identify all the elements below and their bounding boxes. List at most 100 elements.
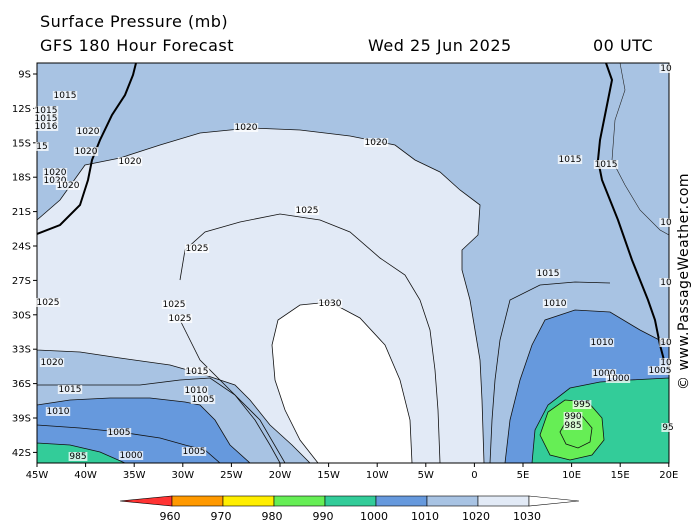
contour-label-bg	[661, 423, 675, 432]
contour-label: 1005	[183, 447, 206, 457]
colorbar-segment	[426, 495, 479, 507]
lon-label: 20W	[269, 470, 292, 481]
colorbar-segment	[273, 495, 326, 507]
contour-label: 1020	[235, 123, 258, 133]
lat-label: 9S	[18, 70, 31, 81]
contour-label-bg	[75, 127, 101, 136]
lat-label: 33S	[12, 345, 31, 356]
colorbar-label: 1030	[513, 510, 541, 523]
contour-label-bg	[591, 369, 617, 378]
colorbar-label: 970	[211, 510, 232, 523]
contour-label: 1015	[59, 385, 82, 395]
contour-label: 1015	[54, 91, 77, 101]
lon-label: 5E	[517, 470, 530, 481]
colorbar-label: 960	[160, 510, 181, 523]
colorbar-label: 980	[262, 510, 283, 523]
contour-label-bg	[294, 206, 320, 215]
forecast-date: Wed 25 Jun 2025	[368, 36, 512, 55]
lon-label: 45W	[26, 470, 49, 481]
contour-label-bg	[557, 155, 583, 164]
contour-label-bg	[33, 122, 59, 131]
contour-label: 1020	[365, 138, 388, 148]
colorbar-segment	[375, 495, 428, 507]
contour-label: 1000	[593, 369, 616, 379]
contour-label-bg	[118, 451, 144, 460]
contour-1015-se	[489, 281, 611, 463]
forecast-subtitle: GFS 180 Hour Forecast	[40, 36, 235, 55]
credit-watermark: © www.PassageWeather.com	[676, 150, 696, 390]
colorbar-label: 1020	[462, 510, 490, 523]
lat-label: 30S	[12, 310, 31, 321]
contour-label: 1010	[185, 386, 208, 396]
contour-label: 995	[573, 400, 590, 410]
contour-label-bg	[33, 114, 59, 123]
contour-label: 1010	[47, 407, 70, 417]
contour-label: 1025	[296, 206, 319, 216]
contour-label-bg	[542, 299, 568, 308]
lon-label: 35W	[123, 470, 146, 481]
contour-label: 1016	[35, 122, 58, 132]
contour-label: 15	[36, 142, 47, 152]
contour-label: 1015	[35, 106, 58, 116]
contour-label: 1010	[544, 299, 567, 309]
contour-label: 1015	[186, 367, 209, 377]
contour-label: 1020	[119, 157, 142, 167]
contour-label-bg	[183, 386, 209, 395]
colorbar: 960 970 980 990 1000 1010 1020 1030	[119, 495, 580, 523]
contour-label: 985	[69, 452, 86, 462]
contour-label-bg	[563, 412, 583, 421]
contour-label-bg	[563, 421, 583, 430]
contour-label: 10	[660, 218, 672, 228]
contour-label: 1015	[595, 160, 618, 170]
contour-label: 1000	[607, 374, 630, 384]
contour-label-bg	[42, 168, 68, 177]
contour-label: 1000	[120, 451, 143, 461]
contour-label: 1005	[192, 395, 215, 405]
lat-label: 36S	[12, 379, 31, 390]
contour-label: 1005	[649, 366, 672, 376]
contour-label: 1020	[75, 147, 98, 157]
lat-label: 24S	[12, 242, 31, 253]
colorbar-segment	[222, 495, 275, 507]
contour-label-bg	[161, 300, 187, 309]
contour-label-bg	[647, 366, 673, 375]
contour-label: 1030	[319, 299, 342, 309]
high-1030	[271, 301, 413, 463]
contour-label: 1020	[41, 358, 64, 368]
contour-label-bg	[190, 395, 216, 404]
contour-label: 10	[660, 64, 672, 74]
band-1010-sw	[37, 397, 251, 463]
lon-label: 10W	[366, 470, 389, 481]
lat-label: 42S	[12, 448, 31, 459]
contour-label: 985	[564, 421, 581, 431]
contour-label-bg	[659, 358, 673, 367]
contour-label-bg	[659, 278, 673, 287]
contour-label: 1025	[169, 314, 192, 324]
contour-label: 1020	[44, 176, 67, 186]
contour-label: 1015	[559, 155, 582, 165]
contour-label: 1020	[44, 168, 67, 178]
lat-label: 21S	[12, 207, 31, 218]
lon-label: 0	[471, 470, 477, 481]
lon-label: 40W	[74, 470, 97, 481]
colorbar-segment	[171, 495, 224, 507]
lon-label: 30W	[171, 470, 194, 481]
contour-1015-sw	[37, 377, 281, 463]
contour-label: 1025	[37, 298, 60, 308]
contour-label-bg	[233, 123, 259, 132]
colorbar-label: 1010	[411, 510, 439, 523]
lat-label: 27S	[12, 276, 31, 287]
lat-label: 18S	[12, 173, 31, 184]
contour-label-bg	[184, 367, 210, 376]
contour-label-bg	[317, 299, 343, 308]
lon-label: 15E	[611, 470, 630, 481]
contour-label: 990	[564, 412, 581, 422]
contour-label-bg	[659, 64, 673, 73]
lat-label: 12S	[12, 104, 31, 115]
contour-label-bg	[45, 407, 71, 416]
contour-label: 95	[662, 423, 673, 433]
lon-label: 15W	[317, 470, 340, 481]
forecast-time: 00 UTC	[593, 36, 654, 55]
contour-label: 10	[660, 338, 672, 348]
contour-label-bg	[117, 157, 143, 166]
